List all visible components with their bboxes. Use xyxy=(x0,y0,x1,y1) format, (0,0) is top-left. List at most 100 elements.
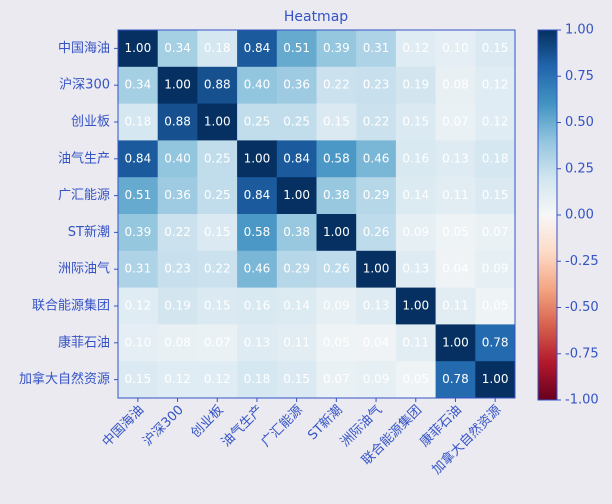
heatmap-cell xyxy=(316,30,357,68)
heatmap-cell xyxy=(316,287,357,325)
y-tick-label: 广汇能源 xyxy=(58,188,110,203)
cell-label: 0.07 xyxy=(482,225,509,239)
cell-label: 0.26 xyxy=(363,225,390,239)
heatmap-cell xyxy=(197,324,238,362)
cell-label: 0.09 xyxy=(482,262,509,276)
heatmap-cell xyxy=(237,66,278,105)
heatmap-cell xyxy=(356,324,397,362)
x-tick-label: 创业板 xyxy=(188,403,226,441)
heatmap-cell xyxy=(356,30,397,68)
cell-label: 0.46 xyxy=(244,262,271,276)
x-tick-label: 广汇能源 xyxy=(259,403,306,450)
cell-label: 0.19 xyxy=(402,78,429,92)
heatmap-cell xyxy=(237,361,278,399)
cell-label: 0.09 xyxy=(363,372,390,386)
heatmap-cell xyxy=(118,324,159,362)
cell-label: 0.78 xyxy=(442,372,469,386)
cell-label: 0.34 xyxy=(164,41,191,55)
cell-label: 0.04 xyxy=(442,262,469,276)
heatmap-cell xyxy=(237,30,278,68)
heatmap-cell xyxy=(197,214,238,252)
heatmap-cell xyxy=(316,140,357,178)
heatmap-cell xyxy=(316,66,357,105)
cell-label: 0.22 xyxy=(323,78,350,92)
cell-label: 0.18 xyxy=(482,151,509,165)
heatmap-cell xyxy=(475,30,516,68)
cell-label: 1.00 xyxy=(363,262,390,276)
heatmap-cell xyxy=(276,324,317,362)
heatmap-cell xyxy=(157,250,198,289)
heatmap-cell xyxy=(157,287,198,325)
cell-label: 1.00 xyxy=(402,299,429,313)
heatmap-cell xyxy=(395,66,437,105)
cell-label: 0.84 xyxy=(244,41,271,55)
x-tick-label: 油气生产 xyxy=(218,402,266,450)
heatmap-cell xyxy=(475,250,516,289)
heatmap-cell xyxy=(435,361,476,399)
cell-label: 0.25 xyxy=(204,151,231,165)
heatmap-cell xyxy=(435,103,476,141)
cell-label: 0.58 xyxy=(323,151,350,165)
cell-label: 0.38 xyxy=(283,225,310,239)
heatmap-cell xyxy=(475,177,516,215)
cell-label: 0.15 xyxy=(402,115,429,129)
heatmap-cell xyxy=(316,214,357,252)
heatmap-cell xyxy=(395,214,437,252)
heatmap-cell xyxy=(197,287,238,325)
cell-label: 0.11 xyxy=(442,299,469,313)
cell-label: 0.08 xyxy=(442,78,469,92)
heatmap-cell xyxy=(197,177,238,215)
heatmap-cell xyxy=(395,361,437,399)
heatmap-cell xyxy=(118,214,159,252)
cell-label: 0.12 xyxy=(164,372,191,386)
heatmap-cell xyxy=(435,214,476,252)
cell-label: 0.23 xyxy=(363,78,390,92)
heatmap-cell xyxy=(237,103,278,141)
y-tick-label: 康菲石油 xyxy=(58,334,110,350)
heatmap-cell xyxy=(435,250,476,289)
cell-label: 1.00 xyxy=(124,41,151,55)
heatmap-cell xyxy=(197,140,238,178)
chart-title: Heatmap xyxy=(284,9,348,25)
cell-label: 0.84 xyxy=(283,151,310,165)
heatmap-cell xyxy=(395,30,437,68)
cell-label: 0.08 xyxy=(164,335,191,349)
heatmap-cell xyxy=(276,140,317,178)
cell-label: 1.00 xyxy=(244,151,271,165)
heatmap-cell xyxy=(118,30,159,68)
cell-label: 0.78 xyxy=(482,335,509,349)
heatmap-cell xyxy=(237,140,278,178)
cell-label: 0.13 xyxy=(244,335,271,349)
heatmap-cell xyxy=(435,30,476,68)
cell-label: 1.00 xyxy=(283,188,310,202)
cell-label: 0.05 xyxy=(402,372,429,386)
heatmap-cell xyxy=(475,324,516,362)
cell-label: 0.36 xyxy=(164,188,191,202)
heatmap-cell xyxy=(435,324,476,362)
cell-label: 0.40 xyxy=(164,151,191,165)
cell-label: 0.31 xyxy=(124,262,151,276)
x-tick-label: 加拿大自然资源 xyxy=(429,402,505,478)
heatmap-cell xyxy=(118,177,159,215)
cell-label: 0.22 xyxy=(164,225,191,239)
heatmap-cell xyxy=(197,66,238,105)
heatmap-cell xyxy=(237,177,278,215)
cell-label: 0.88 xyxy=(204,78,231,92)
heatmap-cell xyxy=(118,103,159,141)
cell-label: 0.26 xyxy=(323,262,350,276)
heatmap-cell xyxy=(356,287,397,325)
heatmap-cell xyxy=(276,287,317,325)
cell-label: 0.14 xyxy=(283,299,310,313)
cell-label: 0.84 xyxy=(244,188,271,202)
heatmap-cell xyxy=(395,177,437,215)
cell-label: 0.18 xyxy=(244,372,271,386)
heatmap-cell xyxy=(356,250,397,289)
heatmap-cell xyxy=(197,250,238,289)
heatmap-cell xyxy=(197,30,238,68)
cell-label: 0.15 xyxy=(124,372,151,386)
heatmap-cell xyxy=(276,103,317,141)
colorbar-tick-label: 1.00 xyxy=(565,23,594,38)
cell-label: 0.84 xyxy=(124,151,151,165)
heatmap-cell xyxy=(356,66,397,105)
